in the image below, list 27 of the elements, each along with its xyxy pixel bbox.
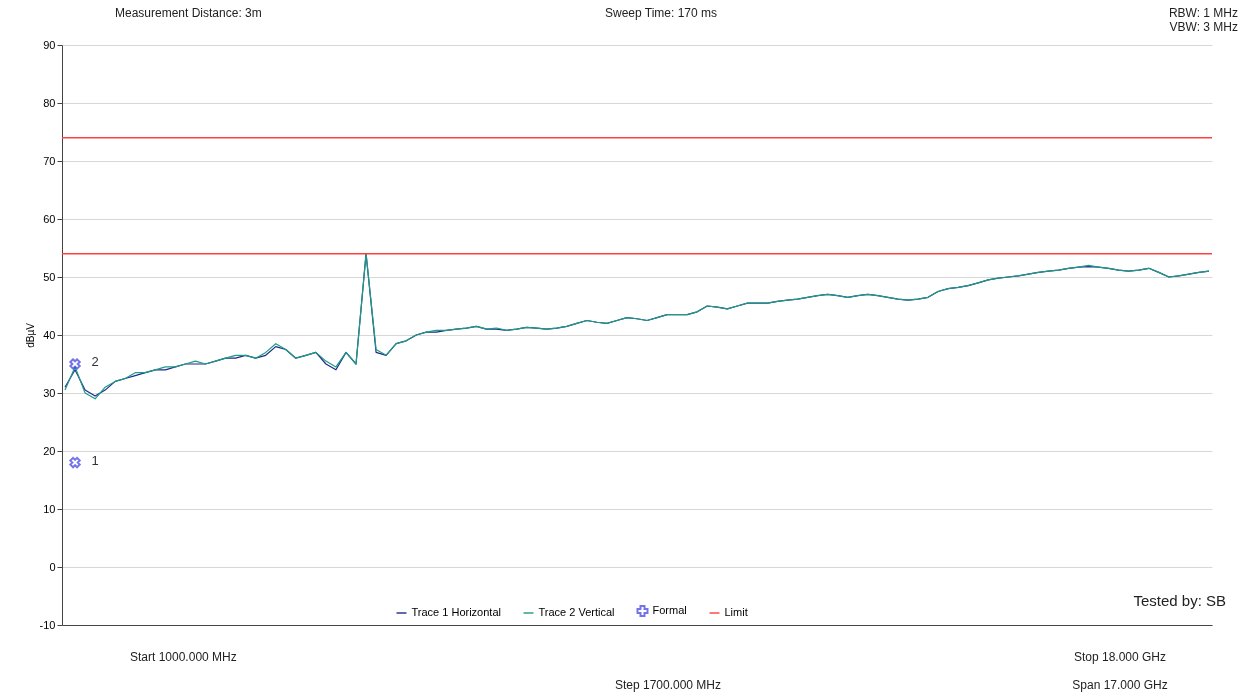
legend-label: Trace 1 Horizontal bbox=[411, 606, 501, 618]
y-tick-label: 50 bbox=[43, 270, 56, 283]
text: Start 1000.000 MHz bbox=[130, 650, 237, 664]
y-tick-label: 10 bbox=[43, 502, 56, 515]
text: Step 1700.000 MHz bbox=[614, 678, 722, 692]
annotation: 1 bbox=[91, 452, 99, 468]
annotation: Tested by: SB bbox=[1133, 592, 1226, 609]
text: Sweep Time: 170 ms bbox=[605, 6, 718, 20]
y-tick-label: 20 bbox=[43, 444, 56, 457]
text: VBW: 3 MHz bbox=[1169, 20, 1238, 34]
annotation: 2 bbox=[91, 354, 99, 369]
legend-label: Limit bbox=[724, 606, 748, 618]
y-tick-label: 60 bbox=[43, 212, 56, 225]
y-tick-label: 30 bbox=[43, 386, 56, 399]
y-tick-label: 40 bbox=[43, 328, 56, 341]
text: Span 17.000 GHz bbox=[1072, 678, 1168, 692]
y-tick-label: 90 bbox=[43, 38, 56, 51]
y-tick-label: -10 bbox=[39, 618, 56, 631]
text: RBW: 1 MHz bbox=[1168, 6, 1238, 20]
text: Measurement Distance: 3m bbox=[115, 6, 262, 20]
y-tick-label: 80 bbox=[43, 96, 56, 109]
text: Stop 18.000 GHz bbox=[1073, 650, 1167, 664]
y-tick-label: 70 bbox=[43, 154, 56, 167]
legend-label: Trace 2 Vertical bbox=[538, 606, 615, 618]
legend-label: Formal bbox=[652, 604, 687, 616]
y-axis-title: dBµV bbox=[24, 322, 36, 348]
y-tick-label: 0 bbox=[49, 560, 56, 573]
